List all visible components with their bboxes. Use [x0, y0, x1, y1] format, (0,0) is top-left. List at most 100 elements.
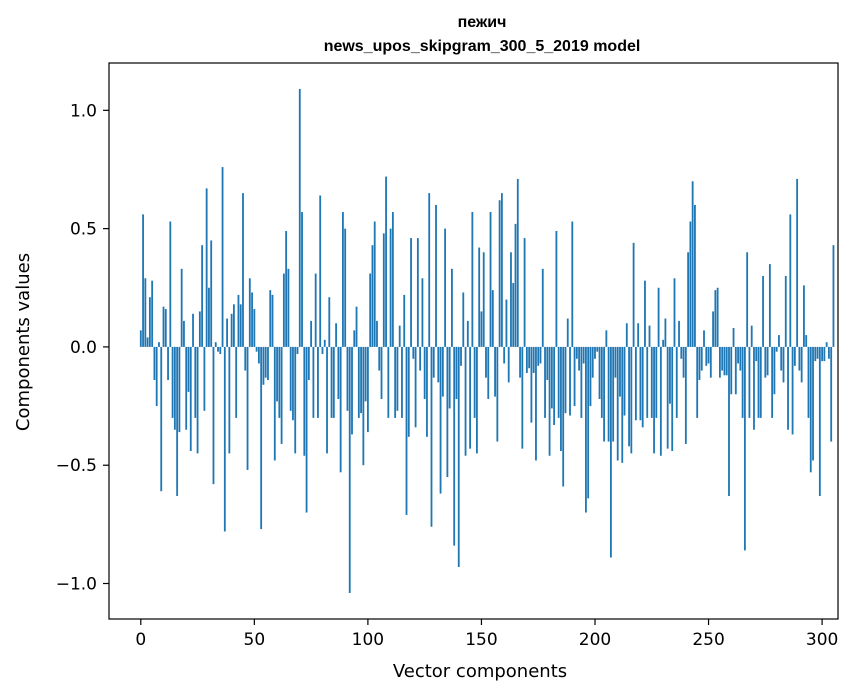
bar-34: [217, 346, 219, 352]
bar-66: [289, 346, 292, 411]
bar-279: [773, 346, 776, 395]
y-tick-label: 0.0: [70, 338, 97, 358]
bar-232: [666, 346, 669, 449]
bar-207: [609, 346, 612, 558]
bar-95: [355, 306, 358, 347]
y-tick-label: 1.0: [70, 101, 97, 121]
bar-138: [453, 346, 456, 546]
bar-156: [494, 346, 496, 397]
bar-201: [596, 346, 599, 352]
bar-234: [671, 346, 674, 452]
x-tick-label: 200: [579, 630, 611, 650]
bar-262: [734, 346, 737, 395]
bar-93: [351, 346, 353, 435]
bar-149: [478, 247, 481, 347]
bar-161: [505, 299, 508, 347]
bar-301: [823, 346, 826, 362]
bar-107: [382, 233, 385, 347]
bar-221: [641, 346, 644, 428]
bar-272: [757, 346, 760, 418]
bar-199: [591, 346, 594, 378]
bar-166: [516, 178, 519, 347]
bar-200: [594, 346, 596, 359]
bar-141: [460, 346, 462, 366]
bar-80: [321, 346, 324, 355]
bar-171: [528, 346, 531, 369]
bar-163: [510, 252, 512, 347]
bar-299: [818, 346, 821, 496]
bar-245: [696, 346, 699, 418]
bar-287: [791, 346, 794, 435]
bar-126: [426, 346, 428, 437]
bar-288: [793, 346, 796, 366]
bar-106: [380, 346, 383, 399]
bar-3: [146, 337, 149, 347]
bar-191: [573, 346, 576, 407]
bar-213: [623, 346, 626, 416]
bar-222: [644, 280, 646, 347]
bar-271: [755, 346, 758, 362]
bar-124: [421, 278, 424, 347]
bar-249: [705, 346, 708, 366]
bar-42: [235, 346, 238, 418]
bar-208: [612, 346, 615, 442]
bar-241: [687, 252, 690, 347]
bar-180: [548, 346, 551, 456]
bar-230: [662, 339, 665, 347]
bar-212: [621, 346, 624, 463]
bar-236: [675, 346, 678, 418]
bar-64: [285, 230, 288, 347]
bar-302: [825, 342, 828, 347]
bar-91: [346, 346, 349, 411]
bar-73: [305, 346, 308, 513]
bar-11: [164, 309, 167, 347]
bar-205: [605, 330, 608, 347]
bar-206: [607, 346, 610, 442]
bar-32: [212, 346, 215, 485]
bar-100: [366, 346, 369, 433]
bar-273: [759, 346, 762, 418]
bar-134: [444, 228, 447, 347]
bar-146: [471, 212, 474, 347]
bar-117: [405, 346, 408, 515]
bar-135: [446, 346, 449, 478]
bar-303: [828, 346, 830, 359]
bar-127: [428, 193, 431, 347]
bar-192: [575, 346, 578, 359]
bar-94: [353, 330, 356, 347]
bar-215: [628, 346, 630, 447]
bar-113: [396, 346, 399, 411]
bar-256: [721, 346, 724, 371]
x-axis-label: Vector components: [393, 661, 567, 682]
bar-102: [371, 245, 374, 347]
bar-300: [821, 346, 824, 362]
bar-37: [223, 346, 226, 532]
bar-33: [214, 342, 217, 347]
bar-218: [634, 346, 637, 421]
x-tick-label: 300: [806, 630, 838, 650]
bar-250: [707, 346, 710, 364]
bars-group: [139, 89, 835, 593]
y-tick-label: −1.0: [56, 575, 97, 595]
bar-278: [771, 346, 774, 418]
bar-142: [462, 292, 465, 347]
bar-240: [684, 346, 687, 444]
bar-150: [480, 311, 483, 347]
bar-235: [673, 278, 676, 347]
bar-277: [768, 264, 771, 347]
bar-184: [557, 346, 560, 418]
bar-25: [196, 346, 199, 454]
bar-229: [659, 346, 662, 456]
bar-194: [580, 346, 583, 418]
bar-15: [173, 346, 176, 430]
bar-120: [412, 346, 415, 359]
bar-36: [221, 167, 224, 347]
bar-44: [239, 304, 242, 347]
bar-265: [741, 346, 744, 418]
bar-19: [183, 320, 185, 347]
bar-267: [746, 252, 749, 347]
bar-164: [512, 283, 515, 347]
bar-187: [564, 346, 567, 414]
bar-137: [451, 268, 453, 347]
